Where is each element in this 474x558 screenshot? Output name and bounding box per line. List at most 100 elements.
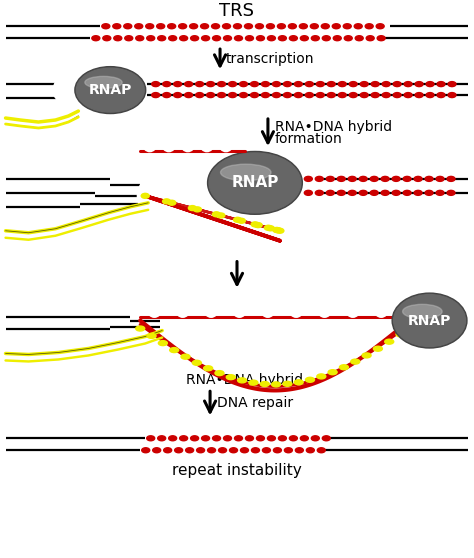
Ellipse shape bbox=[294, 380, 303, 385]
Ellipse shape bbox=[322, 436, 330, 441]
Ellipse shape bbox=[196, 93, 203, 98]
Ellipse shape bbox=[252, 448, 259, 453]
Ellipse shape bbox=[415, 93, 423, 98]
Ellipse shape bbox=[284, 448, 292, 453]
Ellipse shape bbox=[267, 436, 275, 441]
Ellipse shape bbox=[240, 448, 248, 453]
Ellipse shape bbox=[393, 81, 401, 86]
Ellipse shape bbox=[267, 36, 275, 41]
Ellipse shape bbox=[169, 36, 177, 41]
Ellipse shape bbox=[142, 448, 150, 453]
Ellipse shape bbox=[382, 81, 390, 86]
Ellipse shape bbox=[344, 36, 352, 41]
Ellipse shape bbox=[173, 81, 182, 86]
Ellipse shape bbox=[204, 366, 213, 371]
Ellipse shape bbox=[404, 81, 412, 86]
Ellipse shape bbox=[184, 93, 192, 98]
Ellipse shape bbox=[136, 326, 145, 331]
Ellipse shape bbox=[359, 176, 367, 181]
Ellipse shape bbox=[135, 24, 143, 28]
Ellipse shape bbox=[224, 436, 231, 441]
Ellipse shape bbox=[283, 81, 292, 86]
Ellipse shape bbox=[343, 24, 351, 28]
Ellipse shape bbox=[328, 370, 337, 375]
Ellipse shape bbox=[393, 295, 465, 347]
Ellipse shape bbox=[256, 436, 264, 441]
Ellipse shape bbox=[403, 190, 411, 195]
Ellipse shape bbox=[147, 436, 155, 441]
Ellipse shape bbox=[437, 93, 445, 98]
Ellipse shape bbox=[301, 36, 308, 41]
Ellipse shape bbox=[251, 222, 259, 227]
Ellipse shape bbox=[196, 81, 203, 86]
Ellipse shape bbox=[338, 93, 346, 98]
Ellipse shape bbox=[170, 348, 179, 353]
Ellipse shape bbox=[414, 176, 422, 181]
Ellipse shape bbox=[304, 176, 312, 181]
Ellipse shape bbox=[192, 360, 201, 365]
Ellipse shape bbox=[249, 380, 258, 385]
Ellipse shape bbox=[260, 382, 269, 387]
Ellipse shape bbox=[163, 137, 175, 151]
Ellipse shape bbox=[226, 374, 235, 379]
Ellipse shape bbox=[201, 436, 210, 441]
Ellipse shape bbox=[392, 176, 400, 181]
Ellipse shape bbox=[233, 302, 246, 316]
Text: RNAP: RNAP bbox=[231, 175, 279, 190]
Ellipse shape bbox=[316, 81, 324, 86]
Ellipse shape bbox=[114, 36, 122, 41]
Ellipse shape bbox=[276, 228, 284, 233]
Ellipse shape bbox=[304, 190, 312, 195]
Ellipse shape bbox=[85, 76, 122, 89]
Ellipse shape bbox=[266, 24, 274, 28]
Ellipse shape bbox=[402, 304, 442, 319]
Ellipse shape bbox=[318, 302, 331, 316]
Ellipse shape bbox=[448, 93, 456, 98]
Ellipse shape bbox=[376, 24, 384, 28]
Ellipse shape bbox=[414, 190, 422, 195]
Ellipse shape bbox=[426, 93, 434, 98]
Ellipse shape bbox=[75, 66, 146, 113]
Ellipse shape bbox=[254, 223, 262, 228]
Ellipse shape bbox=[211, 24, 219, 28]
Ellipse shape bbox=[262, 81, 269, 86]
Ellipse shape bbox=[300, 24, 307, 28]
Ellipse shape bbox=[338, 81, 346, 86]
Ellipse shape bbox=[201, 137, 213, 151]
Ellipse shape bbox=[351, 359, 360, 364]
Ellipse shape bbox=[360, 93, 368, 98]
Ellipse shape bbox=[346, 302, 359, 316]
Ellipse shape bbox=[222, 24, 230, 28]
Ellipse shape bbox=[218, 81, 226, 86]
Ellipse shape bbox=[92, 36, 100, 41]
Ellipse shape bbox=[180, 36, 188, 41]
Ellipse shape bbox=[349, 93, 357, 98]
Ellipse shape bbox=[290, 36, 297, 41]
Ellipse shape bbox=[158, 340, 167, 345]
Ellipse shape bbox=[234, 24, 241, 28]
Ellipse shape bbox=[181, 354, 190, 359]
Ellipse shape bbox=[191, 36, 199, 41]
Ellipse shape bbox=[393, 93, 401, 98]
Ellipse shape bbox=[273, 93, 281, 98]
Ellipse shape bbox=[229, 448, 237, 453]
Ellipse shape bbox=[360, 81, 368, 86]
Ellipse shape bbox=[337, 176, 345, 181]
Ellipse shape bbox=[237, 218, 246, 223]
Ellipse shape bbox=[141, 194, 149, 198]
Ellipse shape bbox=[354, 24, 362, 28]
Ellipse shape bbox=[152, 93, 160, 98]
Ellipse shape bbox=[278, 436, 286, 441]
Ellipse shape bbox=[283, 381, 292, 386]
Ellipse shape bbox=[147, 333, 156, 338]
Ellipse shape bbox=[316, 93, 324, 98]
Ellipse shape bbox=[348, 190, 356, 195]
Ellipse shape bbox=[305, 93, 313, 98]
Ellipse shape bbox=[153, 448, 161, 453]
Ellipse shape bbox=[447, 190, 455, 195]
Ellipse shape bbox=[212, 212, 220, 217]
Ellipse shape bbox=[273, 228, 281, 233]
Ellipse shape bbox=[362, 353, 371, 358]
Ellipse shape bbox=[317, 374, 326, 379]
Ellipse shape bbox=[263, 448, 271, 453]
